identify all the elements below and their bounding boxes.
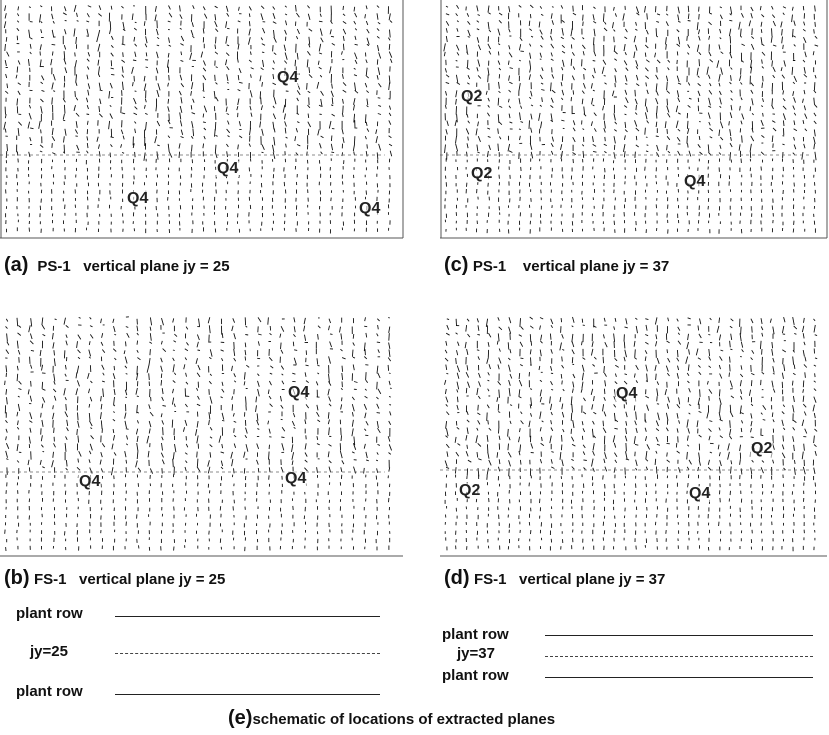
velocity-vectors — [444, 316, 818, 552]
caption-text: PS-1 vertical plane jy = 37 — [472, 258, 670, 275]
vector-field-b — [0, 316, 403, 557]
caption-letter: (d) — [444, 567, 470, 589]
quadrant-label: Q4 — [688, 485, 712, 502]
caption-b: (b) FS-1 vertical plane jy = 25 — [4, 567, 225, 590]
caption-letter: (a) — [4, 254, 29, 276]
velocity-vectors — [443, 4, 819, 234]
velocity-vectors — [4, 316, 393, 552]
plane-line — [545, 656, 813, 657]
quadrant-label: Q4 — [216, 160, 240, 177]
caption-text: PS-1 vertical plane jy = 25 — [37, 258, 230, 275]
quadrant-label: Q4 — [126, 190, 150, 207]
caption-a: (a) PS-1 vertical plane jy = 25 — [4, 254, 230, 277]
caption-d: (d) FS-1 vertical plane jy = 37 — [444, 567, 665, 590]
schematic-right-bottom-row: plant row — [442, 667, 509, 684]
schematic-right-top-row: plant row — [442, 626, 509, 643]
schematic-right-plane: jy=37 — [457, 645, 495, 662]
quadrant-label: Q4 — [287, 384, 311, 401]
vector-field-c — [440, 0, 828, 239]
caption-letter: (e) — [228, 707, 253, 729]
vector-field-d — [440, 316, 827, 557]
schematic-caption: (e)schematic of locations of extracted p… — [228, 707, 555, 730]
panel-d: Q4 Q2 Q2 Q4 — [440, 312, 829, 558]
schematic-left-top-row: plant row — [16, 605, 83, 622]
panel-a: Q4 Q4 Q4 Q4 — [0, 0, 405, 240]
caption-c: (c) PS-1 vertical plane jy = 37 — [444, 254, 669, 277]
plant-row-line — [115, 616, 380, 617]
panel-c: Q2 Q2 Q4 — [440, 0, 829, 240]
quadrant-label: Q4 — [276, 69, 300, 86]
quadrant-label: Q4 — [284, 470, 308, 487]
vector-field-a — [0, 0, 404, 239]
schematic-left-plane: jy=25 — [30, 643, 68, 660]
quadrant-label: Q4 — [78, 473, 102, 490]
plant-row-line — [545, 635, 813, 636]
quadrant-label: Q4 — [615, 385, 639, 402]
caption-letter: (c) — [444, 254, 469, 276]
caption-letter: (b) — [4, 567, 30, 589]
caption-text: FS-1 vertical plane jy = 37 — [474, 571, 666, 588]
quadrant-label: Q4 — [358, 200, 382, 217]
quadrant-label: Q2 — [458, 482, 482, 499]
panel-b: Q4 Q4 Q4 — [0, 312, 405, 558]
velocity-vectors — [3, 4, 393, 234]
caption-text: FS-1 vertical plane jy = 25 — [34, 571, 226, 588]
schematic-left-bottom-row: plant row — [16, 683, 83, 700]
plant-row-line — [115, 694, 380, 695]
quadrant-label: Q4 — [683, 173, 707, 190]
panel-frame — [0, 0, 404, 238]
quadrant-label: Q2 — [460, 88, 484, 105]
quadrant-label: Q2 — [470, 165, 494, 182]
plane-line — [115, 653, 380, 654]
caption-text: schematic of locations of extracted plan… — [252, 711, 556, 728]
plant-row-line — [545, 677, 813, 678]
panel-frame — [440, 0, 828, 238]
quadrant-label: Q2 — [750, 440, 774, 457]
